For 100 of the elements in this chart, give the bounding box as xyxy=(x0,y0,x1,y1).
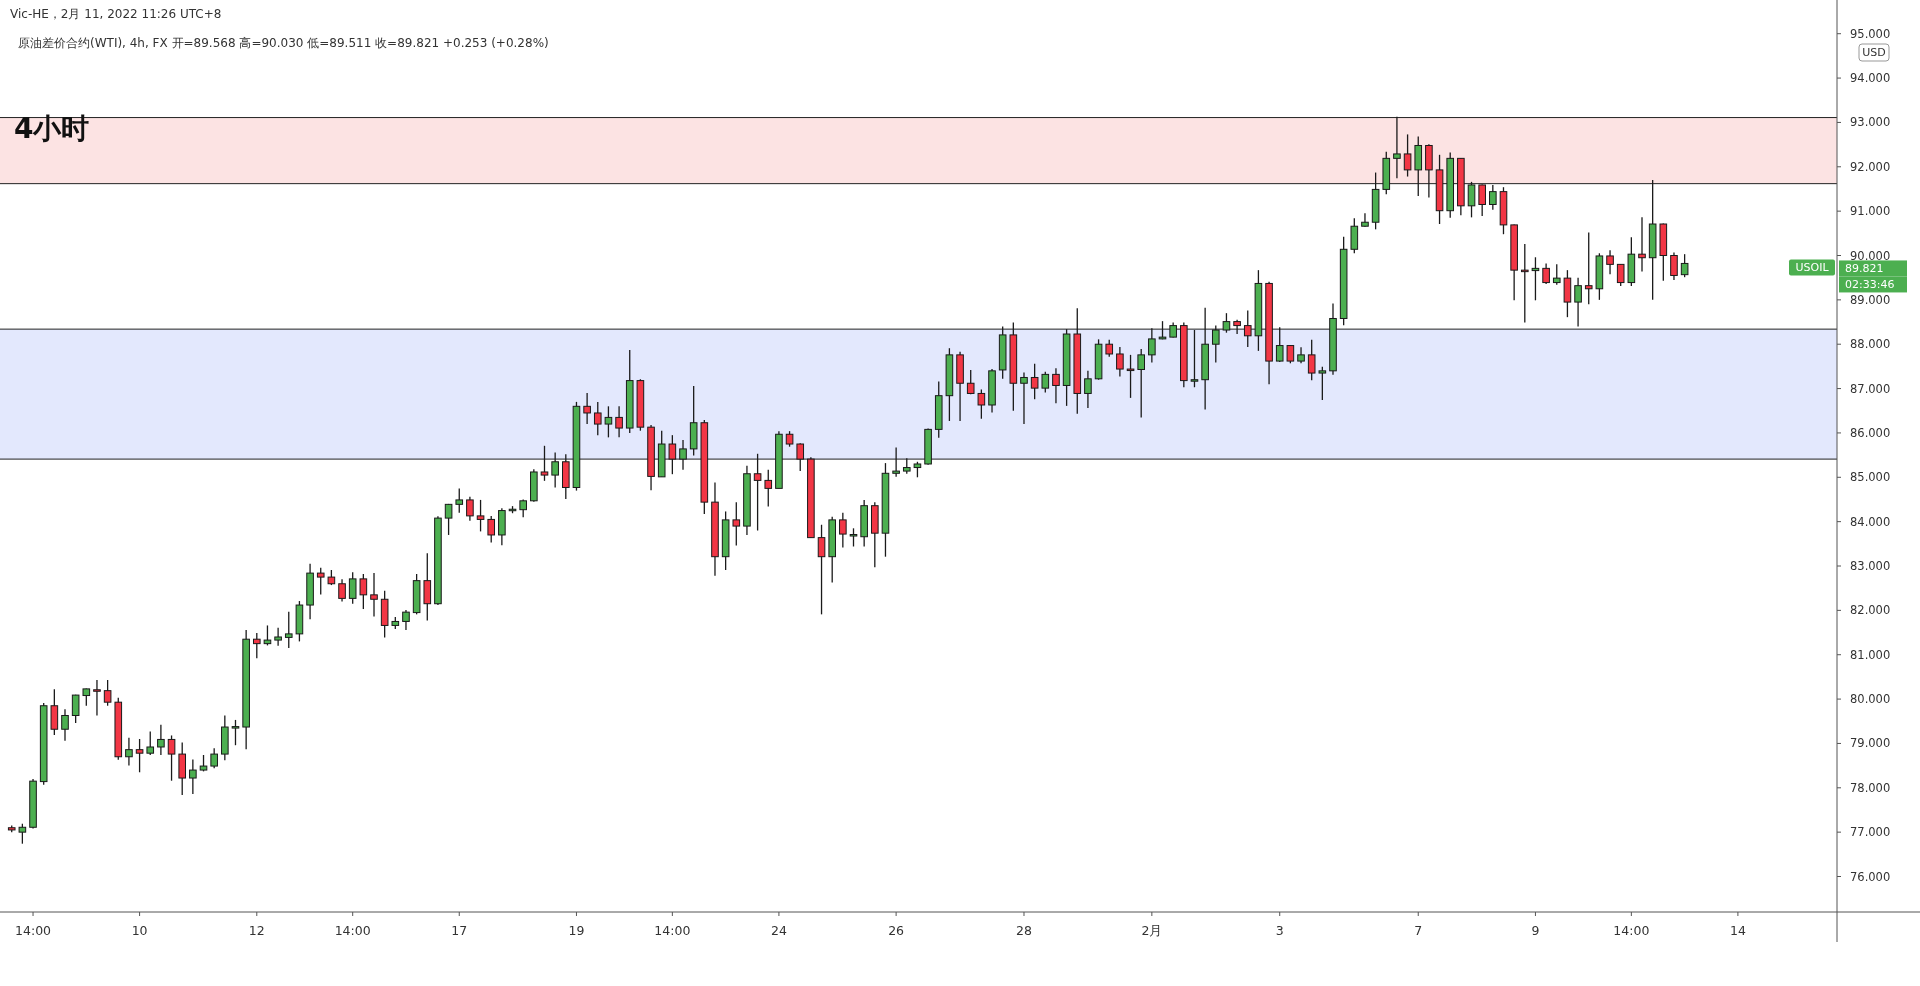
y-tick-label: 93.000 xyxy=(1850,115,1891,130)
y-tick-label: 87.000 xyxy=(1850,381,1891,396)
candlestick xyxy=(466,496,474,522)
candlestick xyxy=(252,632,261,659)
candlestick xyxy=(1126,354,1135,399)
x-tick-label: 3 xyxy=(1275,923,1284,938)
text: 89.821 xyxy=(1845,262,1884,276)
x-tick-label: 24 xyxy=(770,923,787,938)
candlestick xyxy=(348,571,357,605)
candlestick xyxy=(892,446,900,478)
candlestick xyxy=(284,611,293,649)
x-tick-label: 9 xyxy=(1531,923,1540,938)
candlestick xyxy=(668,434,677,475)
candlestick xyxy=(125,737,133,767)
y-tick-label: 85.000 xyxy=(1850,470,1891,485)
candlestick xyxy=(476,499,485,533)
candlestick xyxy=(1403,133,1412,178)
candlestick xyxy=(1552,263,1561,286)
candlestick xyxy=(1393,116,1401,179)
x-tick-label: 19 xyxy=(568,923,585,938)
candlestick xyxy=(93,679,101,717)
candlestick xyxy=(189,758,197,795)
candlestick xyxy=(604,405,613,439)
candlestick xyxy=(210,747,218,769)
candlestick xyxy=(263,624,272,647)
candlestick xyxy=(146,730,155,756)
y-tick-label: 79.000 xyxy=(1850,736,1891,751)
candlestick xyxy=(1222,312,1231,334)
candlestick xyxy=(1148,327,1156,364)
candlestick xyxy=(455,487,464,514)
candlestick xyxy=(444,503,453,536)
candlestick xyxy=(732,501,741,547)
candlestick xyxy=(1467,181,1476,218)
candlestick xyxy=(583,392,591,425)
candlestick xyxy=(178,741,187,796)
y-tick-label: 81.000 xyxy=(1850,647,1891,662)
candlestick xyxy=(1563,269,1572,318)
candlestick xyxy=(977,388,986,420)
candlestick xyxy=(1574,277,1582,328)
candlestick xyxy=(167,734,176,782)
candlestick xyxy=(1137,348,1146,419)
candlestick xyxy=(1361,212,1369,228)
y-tick-label: 90.000 xyxy=(1850,248,1891,263)
annotation: Vic-HE，2月 11, 2022 11:26 UTC+8 xyxy=(10,7,222,21)
y-tick-label: 77.000 xyxy=(1850,825,1891,840)
candlestick xyxy=(402,609,410,631)
candlestick xyxy=(1318,366,1327,401)
y-tick-label: 88.000 xyxy=(1850,337,1891,352)
candlestick xyxy=(1680,253,1689,278)
text: 4小时 xyxy=(14,112,90,145)
candlestick xyxy=(1158,320,1167,340)
candlestick xyxy=(1052,367,1060,404)
x-tick-label: 7 xyxy=(1414,923,1423,938)
candlestick xyxy=(1190,329,1199,388)
y-tick-label: 84.000 xyxy=(1850,514,1891,529)
text: 02:33:46 xyxy=(1845,278,1895,292)
x-tick-label: 14:00 xyxy=(1613,923,1650,938)
y-tick-label: 80.000 xyxy=(1850,692,1891,707)
candlestick xyxy=(540,445,549,482)
candlestick xyxy=(1233,319,1241,335)
candlestick xyxy=(1670,251,1678,281)
x-tick-label: 14:00 xyxy=(654,923,691,938)
y-tick-label: 83.000 xyxy=(1850,559,1891,574)
x-tick-label: 14 xyxy=(1729,923,1746,938)
candlestick xyxy=(1520,243,1529,324)
candlestick xyxy=(487,515,496,544)
candlestick xyxy=(1489,184,1497,211)
candlestick xyxy=(615,405,623,439)
x-tick-label: 28 xyxy=(1016,923,1032,938)
y-tick-label: 76.000 xyxy=(1850,869,1891,884)
candlestick xyxy=(1350,217,1359,254)
candlestick xyxy=(551,451,559,489)
candlestick xyxy=(1084,370,1092,409)
candlestick xyxy=(1542,262,1550,285)
candlestick xyxy=(1116,346,1124,378)
candlestick xyxy=(753,453,762,532)
candlestick xyxy=(593,401,602,436)
candlestick xyxy=(1638,216,1646,273)
candlestick xyxy=(1275,326,1284,363)
candlestick xyxy=(338,578,346,603)
x-tick-label: 10 xyxy=(131,923,148,938)
candlestick xyxy=(1286,344,1295,364)
text: 原油差价合约(WTI), 4h, FX 开=89.568 高=90.030 低=89.511 收=89.821 +0.253 (+0.28%) xyxy=(18,36,549,50)
x-tick-label: 26 xyxy=(888,923,905,938)
candlestick xyxy=(1020,371,1028,425)
candlestick xyxy=(817,524,826,616)
y-tick-label: 92.000 xyxy=(1850,159,1891,174)
candlestick xyxy=(1616,263,1625,287)
candlestick xyxy=(18,823,27,845)
annotation: USOIL xyxy=(1795,261,1830,275)
candlestick xyxy=(1030,363,1039,400)
y-tick-label: 82.000 xyxy=(1850,603,1891,618)
candlestick xyxy=(679,439,687,471)
y-tick-label: 86.000 xyxy=(1850,425,1891,440)
candlestick xyxy=(157,724,165,756)
candlestick xyxy=(61,708,69,742)
x-tick-label: 14:00 xyxy=(15,923,52,938)
candlestick xyxy=(359,573,368,610)
y-tick-label: 89.000 xyxy=(1850,292,1891,307)
candlestick xyxy=(423,552,432,622)
